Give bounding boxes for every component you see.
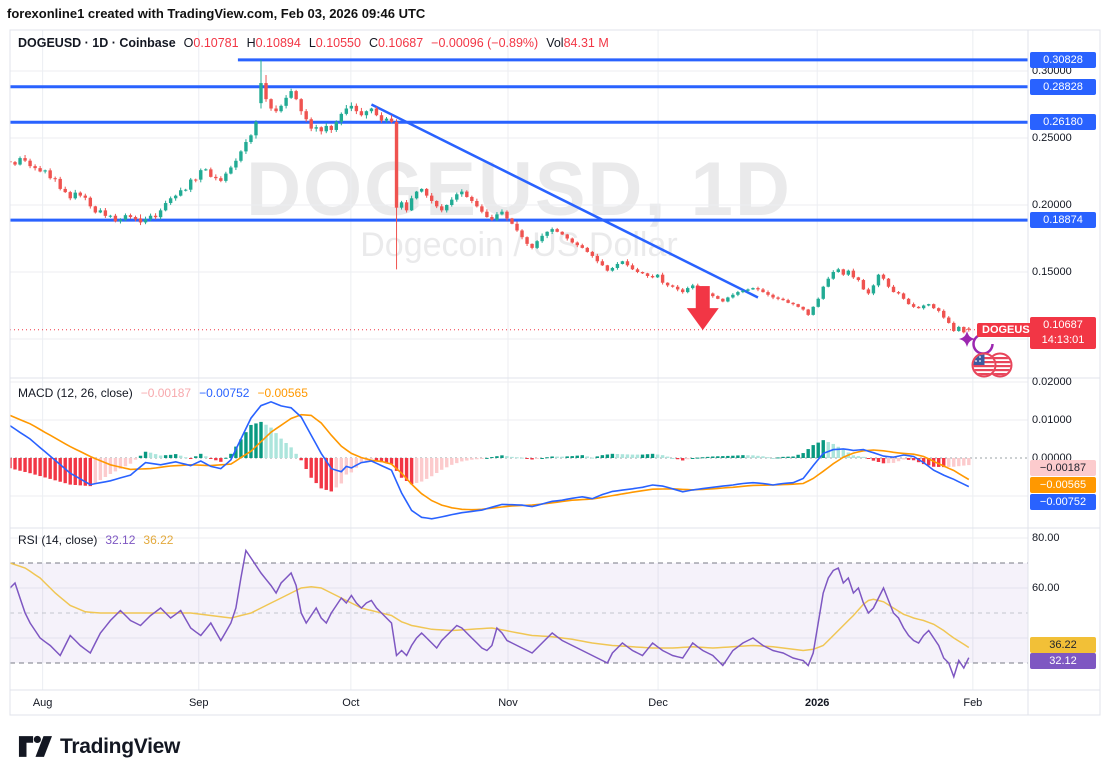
legend-high: H0.10894 <box>247 36 301 50</box>
macd-line <box>10 400 970 520</box>
pane-borders <box>9 29 1101 716</box>
legend-low-value: 0.10550 <box>315 36 361 50</box>
down-arrow-annotation <box>686 286 719 331</box>
time-axis-label[interactable]: Oct <box>342 697 360 709</box>
macd-title: MACD (12, 26, close) <box>18 386 133 400</box>
macd-signal-value: −0.00565 <box>257 386 308 400</box>
legend-volume-value: 84.31 M <box>563 36 609 50</box>
rsi-value-label: 36.22 <box>1030 637 1096 653</box>
last-price-value: 0.10687 <box>1043 319 1083 331</box>
rsi-legend[interactable]: RSI (14, close) 32.12 36.22 <box>18 533 173 547</box>
macd-signal-line <box>10 413 970 511</box>
attribution-text: forexonline1 created with TradingView.co… <box>7 6 426 21</box>
tradingview-logo-icon <box>18 735 52 757</box>
legend-open-value: 0.10781 <box>193 36 239 50</box>
rsi-title: RSI (14, close) <box>18 533 98 547</box>
price-tick-label: 0.15000 <box>1032 266 1072 278</box>
level-price-label: 0.28828 <box>1030 78 1096 95</box>
legend-open-label: O <box>183 36 194 50</box>
symbol-legend[interactable]: DOGEUSD · 1D · Coinbase O0.10781 H0.1089… <box>18 36 609 50</box>
time-axis-label[interactable]: Dec <box>648 697 668 709</box>
time-axis-label[interactable]: Aug <box>32 697 53 709</box>
tradingview-brand-text: TradingView <box>60 734 181 758</box>
legend-low: L0.10550 <box>309 36 361 50</box>
tradingview-attribution[interactable]: TradingView <box>18 733 180 760</box>
legend-high-value: 0.10894 <box>255 36 301 50</box>
legend-volume-label: Vol <box>546 36 564 50</box>
macd-histogram <box>10 421 971 492</box>
macd-value-label: −0.00187 <box>1030 460 1096 476</box>
macd-value-label: −0.00565 <box>1030 477 1096 493</box>
macd-legend[interactable]: MACD (12, 26, close) −0.00187 −0.00752 −… <box>18 386 308 400</box>
time-axis-label[interactable]: 2026 <box>804 697 830 709</box>
price-tick-label: 0.30000 <box>1032 65 1072 77</box>
rsi-ma-line <box>10 562 970 652</box>
symbol-price-tag: DOGEUSD <box>977 323 1043 337</box>
macd-line-value: −0.00752 <box>199 386 250 400</box>
legend-high-label: H <box>246 36 256 50</box>
legend-open: O0.10781 <box>184 36 239 50</box>
level-price-label: 0.26180 <box>1030 114 1096 131</box>
macd-tick-label: 0.02000 <box>1032 376 1072 388</box>
legend-close: C0.10687 <box>369 36 423 50</box>
legend-volume: Vol84.31 M <box>546 36 609 50</box>
rsi-tick-label: 60.00 <box>1032 582 1060 594</box>
rsi-line <box>10 548 970 680</box>
candlestick-series <box>10 59 971 334</box>
price-tick-label: 0.20000 <box>1032 199 1072 211</box>
legend-change: −0.00096 (−0.89%) <box>431 36 539 50</box>
macd-value-label: −0.00752 <box>1030 494 1096 510</box>
time-axis-label[interactable]: Feb <box>963 697 983 709</box>
countdown-timer: 14:13:01 <box>1041 334 1085 346</box>
time-axis-label[interactable]: Nov <box>498 697 518 709</box>
level-price-label: 0.18874 <box>1030 212 1096 229</box>
level-price-label: 0.30828 <box>1030 51 1096 68</box>
rsi-tick-label: 80.00 <box>1032 532 1060 544</box>
macd-histogram-value: −0.00187 <box>140 386 192 400</box>
macd-tick-label: 0.01000 <box>1032 414 1072 426</box>
legend-close-label: C <box>368 36 378 50</box>
time-axis-label[interactable]: Sep <box>188 697 209 709</box>
price-tick-label: 0.25000 <box>1032 132 1072 144</box>
legend-low-label: L <box>308 36 316 50</box>
rsi-value: 32.12 <box>105 533 136 547</box>
rsi-ma-value: 36.22 <box>143 533 174 547</box>
descending-trendline <box>370 103 759 299</box>
legend-close-value: 0.10687 <box>377 36 424 50</box>
last-price-label: 0.10687 14:13:01 <box>1030 317 1096 349</box>
legend-symbol[interactable]: DOGEUSD · 1D · Coinbase <box>18 36 176 50</box>
flag-coin-icon <box>971 352 1013 378</box>
rsi-value-label: 32.12 <box>1030 653 1096 669</box>
